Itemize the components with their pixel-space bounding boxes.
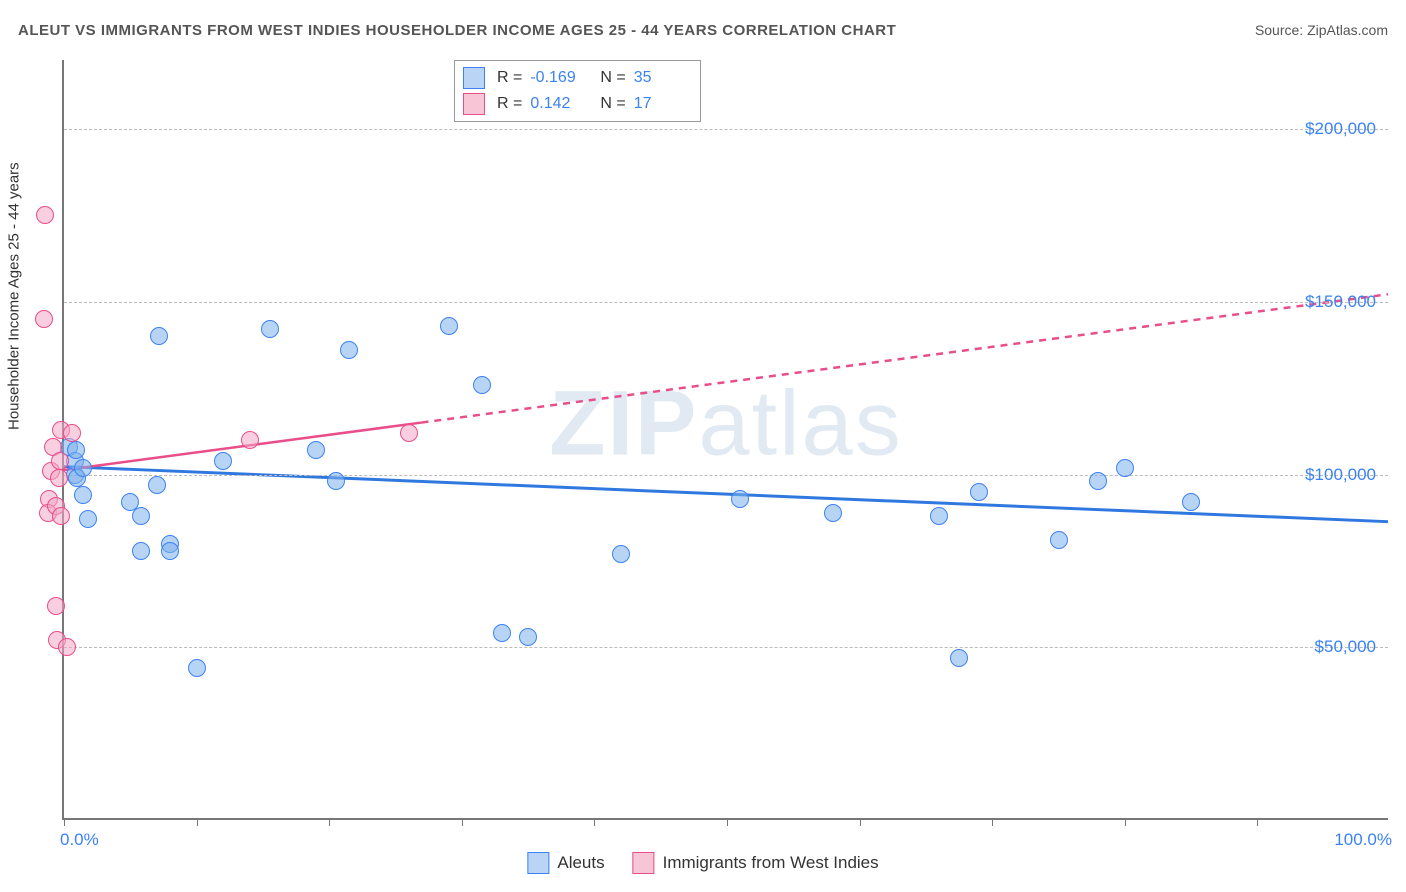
data-point-west-indies xyxy=(50,469,68,487)
x-tick xyxy=(992,818,993,826)
x-tick xyxy=(329,818,330,826)
data-point-aleuts xyxy=(188,659,206,677)
legend-label: Aleuts xyxy=(557,853,604,873)
chart-container: ALEUT VS IMMIGRANTS FROM WEST INDIES HOU… xyxy=(0,0,1406,892)
x-tick xyxy=(594,818,595,826)
data-point-aleuts xyxy=(307,441,325,459)
data-point-west-indies xyxy=(58,638,76,656)
data-point-aleuts xyxy=(1089,472,1107,490)
data-point-aleuts xyxy=(340,341,358,359)
data-point-aleuts xyxy=(824,504,842,522)
data-point-aleuts xyxy=(1050,531,1068,549)
data-point-west-indies xyxy=(51,452,69,470)
data-point-aleuts xyxy=(950,649,968,667)
watermark-suffix: atlas xyxy=(698,372,902,474)
y-tick-label: $50,000 xyxy=(1315,637,1376,657)
n-label: N = xyxy=(600,95,625,113)
n-label: N = xyxy=(600,69,625,87)
source-label: Source: xyxy=(1255,22,1307,38)
legend-item: Immigrants from West Indies xyxy=(633,852,879,874)
data-point-west-indies xyxy=(47,597,65,615)
data-point-aleuts xyxy=(473,376,491,394)
source-value: ZipAtlas.com xyxy=(1307,22,1388,38)
trend-lines xyxy=(64,60,1388,818)
series-legend: Aleuts Immigrants from West Indies xyxy=(527,852,878,874)
legend-swatch xyxy=(527,852,549,874)
data-point-aleuts xyxy=(261,320,279,338)
r-label: R = xyxy=(497,95,522,113)
data-point-aleuts xyxy=(612,545,630,563)
x-tick xyxy=(1257,818,1258,826)
watermark-prefix: ZIP xyxy=(549,372,698,474)
x-tick xyxy=(197,818,198,826)
x-axis-max-label: 100.0% xyxy=(1334,830,1392,850)
chart-title: ALEUT VS IMMIGRANTS FROM WEST INDIES HOU… xyxy=(18,22,896,39)
stats-row: R = -0.169 N = 35 xyxy=(463,65,692,91)
r-value: 0.142 xyxy=(530,95,588,113)
grid-line xyxy=(64,475,1388,476)
data-point-west-indies xyxy=(63,424,81,442)
x-tick xyxy=(64,818,65,826)
data-point-aleuts xyxy=(74,486,92,504)
trend-line-west-indies xyxy=(421,294,1388,422)
data-point-aleuts xyxy=(731,490,749,508)
grid-line xyxy=(64,302,1388,303)
source-attribution: Source: ZipAtlas.com xyxy=(1255,22,1388,38)
y-tick-label: $200,000 xyxy=(1305,119,1376,139)
legend-swatch xyxy=(633,852,655,874)
data-point-aleuts xyxy=(327,472,345,490)
data-point-aleuts xyxy=(930,507,948,525)
grid-line xyxy=(64,129,1388,130)
watermark: ZIPatlas xyxy=(549,371,902,476)
r-label: R = xyxy=(497,69,522,87)
x-tick xyxy=(1125,818,1126,826)
legend-swatch xyxy=(463,93,485,115)
data-point-aleuts xyxy=(150,327,168,345)
n-value: 35 xyxy=(634,69,692,87)
stats-row: R = 0.142 N = 17 xyxy=(463,91,692,117)
data-point-aleuts xyxy=(440,317,458,335)
x-tick xyxy=(462,818,463,826)
x-tick xyxy=(860,818,861,826)
grid-line xyxy=(64,647,1388,648)
y-tick-label: $100,000 xyxy=(1305,465,1376,485)
data-point-aleuts xyxy=(161,542,179,560)
data-point-west-indies xyxy=(35,310,53,328)
data-point-aleuts xyxy=(493,624,511,642)
data-point-aleuts xyxy=(1182,493,1200,511)
correlation-stats-box: R = -0.169 N = 35 R = 0.142 N = 17 xyxy=(454,60,701,122)
data-point-aleuts xyxy=(214,452,232,470)
legend-swatch xyxy=(463,67,485,89)
x-tick xyxy=(727,818,728,826)
data-point-west-indies xyxy=(52,507,70,525)
data-point-aleuts xyxy=(970,483,988,501)
data-point-aleuts xyxy=(132,542,150,560)
legend-item: Aleuts xyxy=(527,852,604,874)
data-point-aleuts xyxy=(148,476,166,494)
data-point-aleuts xyxy=(67,441,85,459)
data-point-west-indies xyxy=(36,206,54,224)
legend-label: Immigrants from West Indies xyxy=(663,853,879,873)
data-point-aleuts xyxy=(132,507,150,525)
data-point-aleuts xyxy=(1116,459,1134,477)
n-value: 17 xyxy=(634,95,692,113)
data-point-aleuts xyxy=(74,459,92,477)
plot-area: ZIPatlas R =-0.169N =35R =0.142N =17 0.0… xyxy=(62,60,1388,820)
data-point-west-indies xyxy=(241,431,259,449)
data-point-aleuts xyxy=(79,510,97,528)
data-point-aleuts xyxy=(519,628,537,646)
y-axis-label: Householder Income Ages 25 - 44 years xyxy=(6,162,23,430)
r-value: -0.169 xyxy=(530,69,588,87)
x-axis-min-label: 0.0% xyxy=(60,830,99,850)
data-point-west-indies xyxy=(400,424,418,442)
y-tick-label: $150,000 xyxy=(1305,292,1376,312)
